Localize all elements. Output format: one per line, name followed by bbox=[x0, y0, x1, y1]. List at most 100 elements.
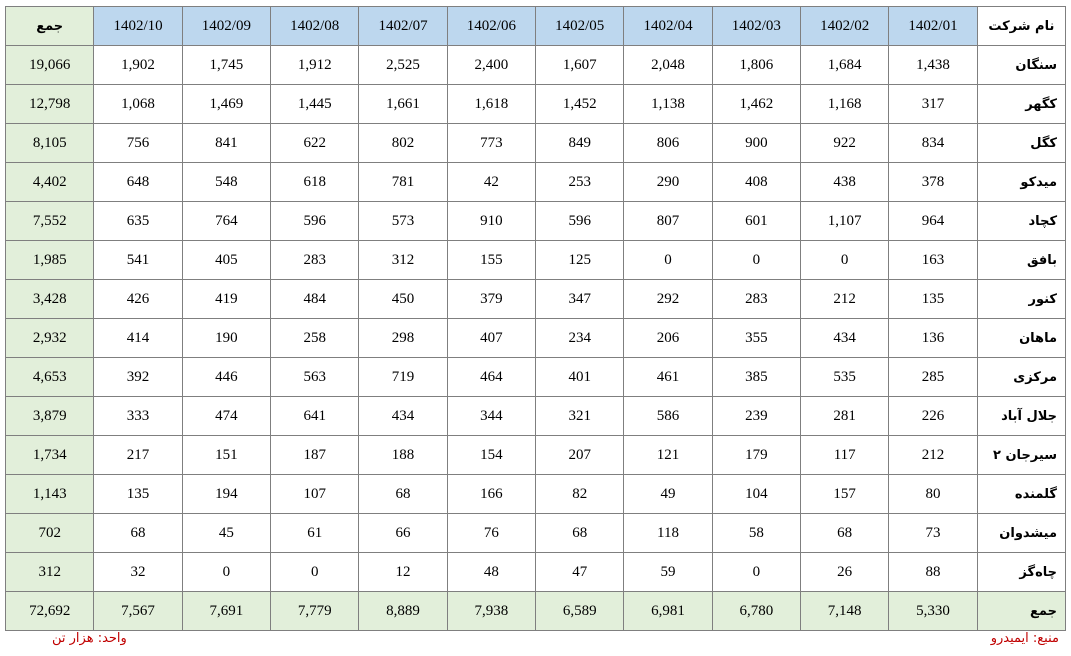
cell: 596 bbox=[270, 201, 360, 241]
cell: 434 bbox=[358, 396, 448, 436]
cell: 283 bbox=[270, 240, 360, 280]
cell: 298 bbox=[358, 318, 448, 358]
table-row: جلال آباد 226 281 239 586 321 344 434 641 474 333 3… bbox=[4, 396, 1067, 436]
cell: 0 bbox=[711, 552, 802, 592]
cell: 419 bbox=[181, 279, 272, 319]
cell: 378 bbox=[888, 162, 978, 202]
cell: 535 bbox=[800, 357, 890, 397]
cell: 1,462 bbox=[711, 84, 802, 124]
cell: 80 bbox=[888, 474, 978, 514]
cell: 764 bbox=[181, 201, 272, 241]
cell: 6,780 bbox=[711, 591, 802, 631]
cell: 1,452 bbox=[535, 84, 625, 124]
cell: 0 bbox=[711, 240, 802, 280]
cell: 49 bbox=[623, 474, 713, 514]
row-label: میشدوان bbox=[976, 513, 1067, 553]
table-row: کنور 135 212 283 292 347 379 450 484 419 426 3,428 bbox=[4, 279, 1067, 319]
cell: 1,469 bbox=[181, 84, 272, 124]
cell: 32 bbox=[93, 552, 183, 592]
cell: 19,066 bbox=[4, 45, 95, 85]
row-label: چاه‌گز bbox=[976, 552, 1067, 592]
cell: 7,552 bbox=[4, 201, 95, 241]
cell: 0 bbox=[270, 552, 360, 592]
header-cell: 1402/02 bbox=[800, 6, 890, 46]
cell: 117 bbox=[800, 435, 890, 475]
cell: 135 bbox=[93, 474, 183, 514]
cell: 207 bbox=[535, 435, 625, 475]
cell: 401 bbox=[535, 357, 625, 397]
table-row: کچاد 964 1,107 601 807 596 910 573 596 764 635 7,55… bbox=[4, 201, 1067, 241]
cell: 312 bbox=[358, 240, 448, 280]
cell: 347 bbox=[535, 279, 625, 319]
cell: 426 bbox=[93, 279, 183, 319]
cell: 563 bbox=[270, 357, 360, 397]
cell: 1,806 bbox=[711, 45, 802, 85]
cell: 1,107 bbox=[800, 201, 890, 241]
cell: 1,734 bbox=[4, 435, 95, 475]
cell: 68 bbox=[535, 513, 625, 553]
cell: 283 bbox=[711, 279, 802, 319]
cell: 756 bbox=[93, 123, 183, 163]
cell: 1,138 bbox=[623, 84, 713, 124]
header-cell: 1402/06 bbox=[446, 6, 537, 46]
cell: 68 bbox=[93, 513, 183, 553]
cell: 154 bbox=[446, 435, 537, 475]
cell: 66 bbox=[358, 513, 448, 553]
cell: 548 bbox=[181, 162, 272, 202]
row-label: سنگان bbox=[976, 45, 1067, 85]
cell: 3,428 bbox=[4, 279, 95, 319]
cell: 58 bbox=[711, 513, 802, 553]
cell: 188 bbox=[358, 435, 448, 475]
cell: 292 bbox=[623, 279, 713, 319]
header-cell: 1402/04 bbox=[623, 6, 713, 46]
header-cell: 1402/03 bbox=[711, 6, 802, 46]
cell: 317 bbox=[888, 84, 978, 124]
table-row: چاه‌گز 88 26 0 59 47 48 12 0 0 32 312 bbox=[4, 552, 1067, 592]
cell: 385 bbox=[711, 357, 802, 397]
cell: 12 bbox=[358, 552, 448, 592]
cell: 2,048 bbox=[623, 45, 713, 85]
row-label: سیرجان ۲ bbox=[976, 435, 1067, 475]
cell: 88 bbox=[888, 552, 978, 592]
cell: 125 bbox=[535, 240, 625, 280]
cell: 212 bbox=[888, 435, 978, 475]
header-cell: 1402/10 bbox=[93, 6, 183, 46]
table-row: میدکو 378 438 408 290 253 42 781 618 548 648 4,402 bbox=[4, 162, 1067, 202]
cell: 212 bbox=[800, 279, 890, 319]
cell: 61 bbox=[270, 513, 360, 553]
row-label: جلال آباد bbox=[976, 396, 1067, 436]
cell: 12,798 bbox=[4, 84, 95, 124]
cell: 464 bbox=[446, 357, 537, 397]
table-row: گلمنده 80 157 104 49 82 166 68 107 194 135 1,143 bbox=[4, 474, 1067, 514]
cell: 1,068 bbox=[93, 84, 183, 124]
cell: 910 bbox=[446, 201, 537, 241]
cell: 601 bbox=[711, 201, 802, 241]
cell: 281 bbox=[800, 396, 890, 436]
cell: 392 bbox=[93, 357, 183, 397]
table-row: کگل 834 922 900 806 849 773 802 622 841 756 8,105 bbox=[4, 123, 1067, 163]
cell: 641 bbox=[270, 396, 360, 436]
cell: 7,148 bbox=[800, 591, 890, 631]
cell: 7,938 bbox=[446, 591, 537, 631]
cell: 900 bbox=[711, 123, 802, 163]
cell: 68 bbox=[800, 513, 890, 553]
cell: 0 bbox=[623, 240, 713, 280]
cell: 1,912 bbox=[270, 45, 360, 85]
cell: 321 bbox=[535, 396, 625, 436]
cell: 964 bbox=[888, 201, 978, 241]
cell: 45 bbox=[181, 513, 272, 553]
cell: 226 bbox=[888, 396, 978, 436]
cell: 333 bbox=[93, 396, 183, 436]
cell: 6,981 bbox=[623, 591, 713, 631]
cell: 26 bbox=[800, 552, 890, 592]
cell: 190 bbox=[181, 318, 272, 358]
cell: 1,438 bbox=[888, 45, 978, 85]
cell: 586 bbox=[623, 396, 713, 436]
cell: 1,607 bbox=[535, 45, 625, 85]
cell: 622 bbox=[270, 123, 360, 163]
cell: 922 bbox=[800, 123, 890, 163]
cell: 806 bbox=[623, 123, 713, 163]
cell: 841 bbox=[181, 123, 272, 163]
cell: 285 bbox=[888, 357, 978, 397]
